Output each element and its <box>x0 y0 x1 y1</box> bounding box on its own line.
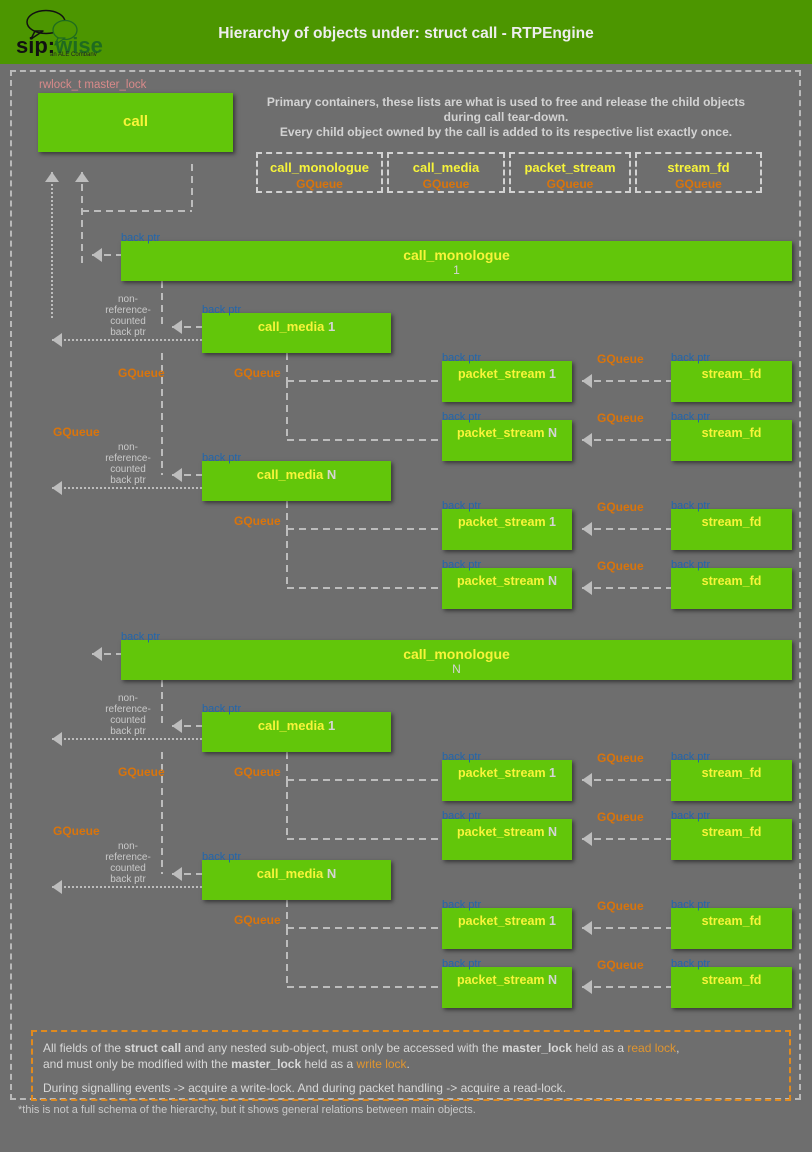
svg-text:an ALE Company: an ALE Company <box>50 52 97 56</box>
